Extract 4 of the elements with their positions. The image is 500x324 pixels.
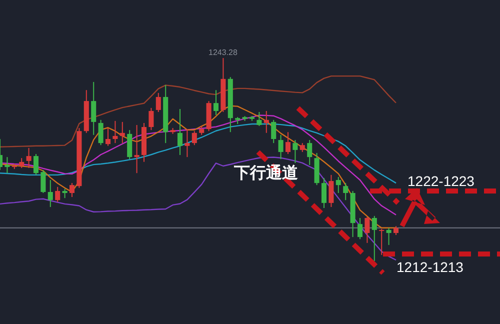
annotation: 1243.28	[208, 48, 238, 57]
annotation: 1212-1213	[396, 259, 464, 275]
annotation: 下行通道	[234, 165, 298, 182]
annotation: 1222-1223	[408, 173, 474, 189]
